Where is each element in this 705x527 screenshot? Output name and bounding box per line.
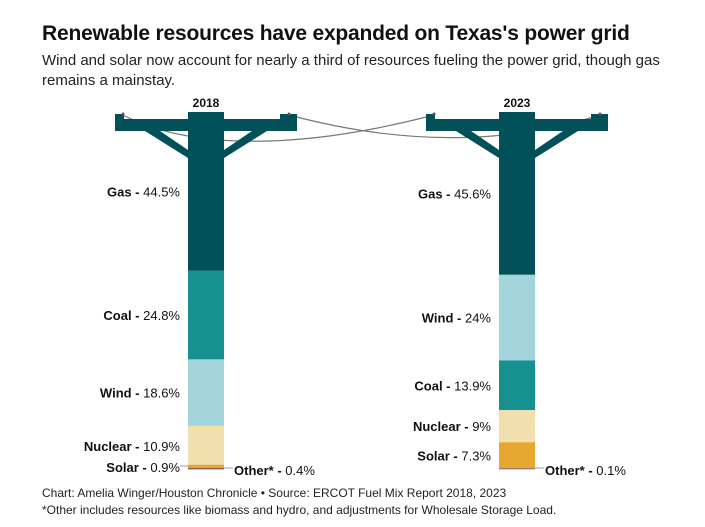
data-label: Gas - 44.5%: [107, 184, 180, 199]
bar-segment-nuclear: [499, 410, 535, 443]
bar-segment-other: [188, 467, 224, 470]
insulator: [598, 112, 602, 116]
bar-segment-other: [499, 468, 535, 470]
data-label: Wind - 18.6%: [100, 386, 181, 401]
bar-segment-gas: [499, 112, 535, 275]
data-label: Coal - 13.9%: [414, 378, 491, 393]
bar-segment-wind: [188, 359, 224, 426]
data-label: Other* - 0.1%: [545, 463, 626, 478]
data-label: Solar - 7.3%: [417, 448, 491, 463]
bar-segment-solar: [499, 442, 535, 469]
brace: [456, 131, 499, 158]
chart-credit: Chart: Amelia Winger/Houston Chronicle •…: [42, 486, 507, 500]
data-label: Coal - 24.8%: [103, 308, 180, 323]
crossarm-cap: [426, 114, 435, 120]
year-label: 2018: [193, 96, 220, 110]
year-label: 2023: [504, 96, 531, 110]
data-label: Wind - 24%: [422, 311, 492, 326]
pole-2018: 2018 Gas - 44.5% Coal - 24.8% Wind - 18.6% N…: [84, 96, 315, 478]
data-label: Other* - 0.4%: [234, 463, 315, 478]
brace: [535, 131, 578, 158]
bar-segment-coal: [188, 270, 224, 360]
bar-segment-wind: [499, 274, 535, 361]
chart-footnote: *Other includes resources like biomass a…: [42, 503, 557, 517]
crossarm-cap: [280, 114, 297, 120]
bar-segment-solar: [188, 464, 224, 468]
brace: [224, 131, 267, 158]
bar-segment-coal: [499, 360, 535, 411]
data-label: Nuclear - 10.9%: [84, 439, 181, 454]
bar-segment-nuclear: [188, 425, 224, 465]
chart-title: Renewable resources have expanded on Tex…: [42, 22, 630, 45]
crossarm-cap: [115, 114, 124, 120]
brace: [145, 131, 188, 158]
bar-segment-gas: [188, 112, 224, 271]
crossarm-cap: [591, 114, 608, 120]
data-label: Nuclear - 9%: [413, 419, 491, 434]
insulator: [287, 112, 291, 116]
pole-2023: 2023 Gas - 45.6% Wind - 24% Coal - 13.9% Nuc…: [413, 96, 626, 478]
insulator: [121, 112, 125, 116]
chart-subtitle: Wind and solar now account for nearly a …: [42, 52, 660, 89]
data-label: Solar - 0.9%: [106, 460, 180, 475]
data-label: Gas - 45.6%: [418, 186, 491, 201]
insulator: [432, 112, 436, 116]
